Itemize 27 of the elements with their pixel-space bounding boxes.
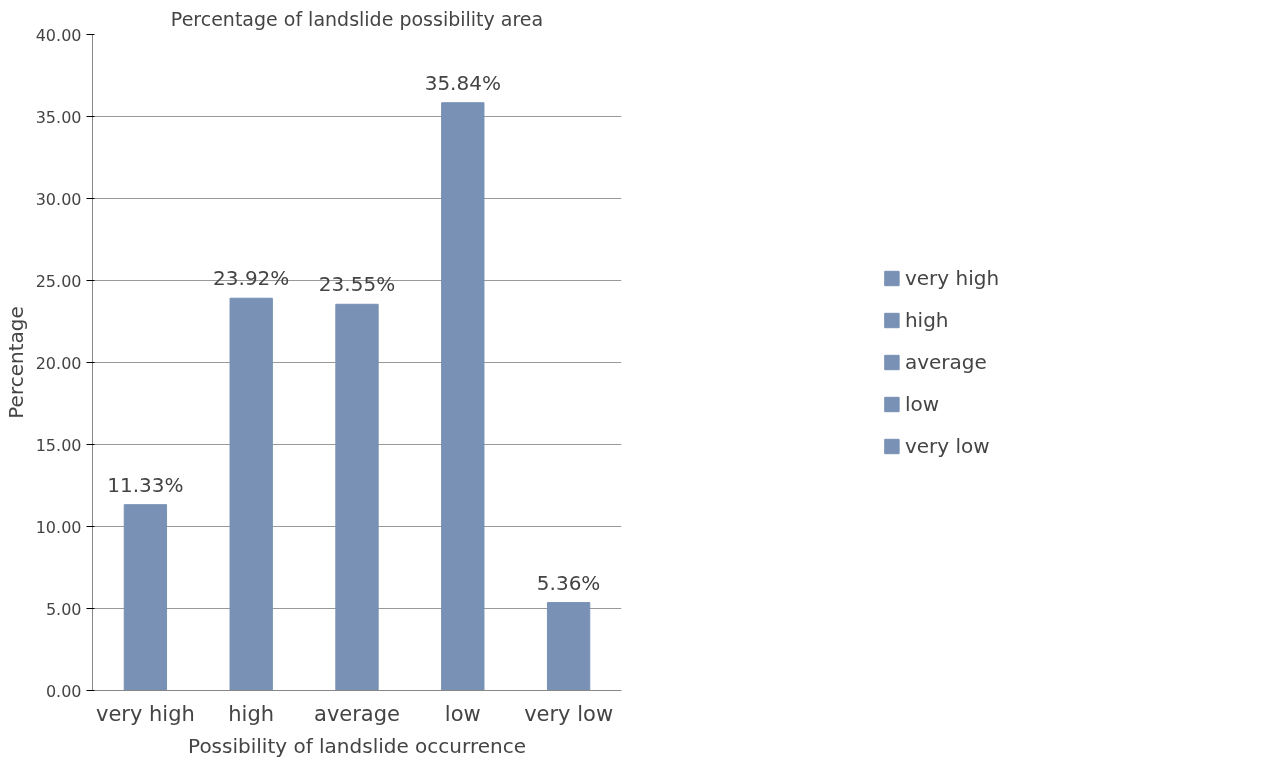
data-label: 35.84%	[424, 70, 501, 95]
legend-label: average	[904, 350, 987, 374]
y-tick-label: 15.00	[35, 435, 82, 455]
y-axis-title: Percentage	[3, 306, 28, 419]
data-label: 5.36%	[536, 570, 601, 595]
y-tick-label: 10.00	[35, 517, 82, 537]
y-tick-label: 5.00	[45, 599, 82, 619]
x-tick-label: very low	[524, 701, 614, 726]
legend-label: low	[904, 392, 940, 416]
data-label: 23.55%	[318, 272, 396, 297]
y-tick-label: 25.00	[35, 271, 82, 291]
data-label: 23.92%	[213, 266, 290, 291]
x-tick-label: low	[444, 701, 481, 726]
y-tick-label: 0.00	[45, 681, 82, 701]
chart-title: Percentage of landslide possibility area	[170, 7, 544, 30]
x-tick-label: high	[228, 701, 275, 726]
y-tick-label: 40.00	[35, 25, 82, 45]
x-tick-label: very high	[95, 701, 195, 726]
legend-label: very high	[904, 266, 1000, 290]
legend-label: very low	[904, 434, 990, 458]
y-tick-label: 30.00	[35, 189, 82, 209]
y-tick-label: 20.00	[35, 353, 82, 373]
x-axis-title: Possibility of landslide occurrence	[188, 733, 526, 758]
data-label: 11.33%	[107, 472, 184, 497]
y-tick-label: 35.00	[35, 107, 82, 127]
legend-label: high	[904, 308, 949, 332]
x-tick-label: average	[314, 701, 400, 726]
